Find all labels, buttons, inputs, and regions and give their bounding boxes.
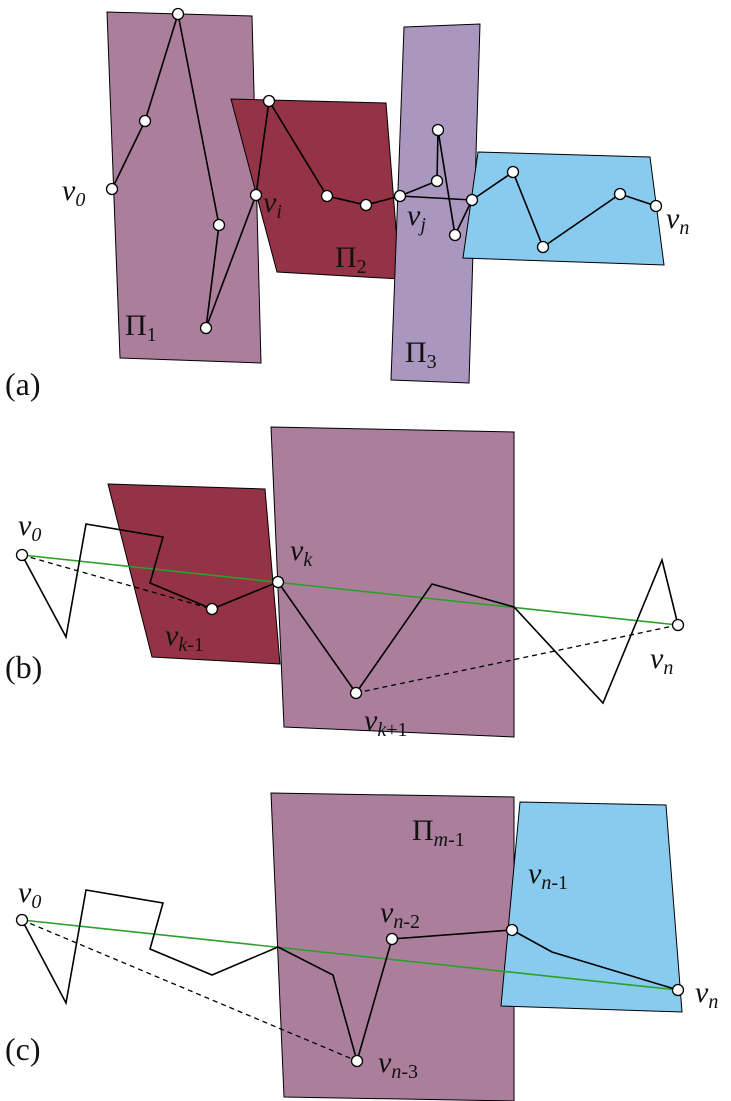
nodes-c: [15, 913, 685, 1068]
vertex: [536, 240, 550, 254]
vertex: [199, 321, 213, 335]
label-vnm2: vn-2: [380, 896, 420, 933]
label-pi2: Π2: [335, 241, 367, 278]
chain-a-part2: [399, 195, 473, 201]
dashed-v0-vnm3: [21, 919, 358, 1062]
vertex: [448, 228, 462, 242]
vertex: [320, 189, 334, 203]
diagram-b: v0 vk vk-1 vk+1 vn (b): [5, 426, 685, 741]
vertex-vkm1: [205, 602, 219, 616]
label-vnm1: vn-1: [528, 857, 568, 894]
label-vnm3: vn-3: [378, 1046, 418, 1083]
label-vn: vn: [666, 202, 689, 239]
panel-label-a: (a): [5, 366, 41, 402]
vertex: [431, 123, 445, 137]
vertex: [430, 174, 444, 188]
label-vk: vk: [290, 534, 313, 571]
panel-label-c: (c): [5, 1031, 41, 1067]
label-vkm1: vk-1: [165, 619, 204, 656]
vertex-v0: [105, 182, 119, 196]
region-pi3: [390, 23, 481, 384]
chain-a-part1: [111, 13, 657, 329]
vertex-vi: [249, 188, 263, 202]
label-pi1: Π1: [125, 309, 157, 346]
label-pi3: Π3: [405, 336, 437, 373]
label-pi-m-1: Πm-1: [412, 814, 465, 851]
vertex-vnm2: [385, 932, 399, 946]
label-v0: v0: [18, 876, 41, 913]
region-pi-m-1: [270, 792, 515, 1101]
vertex: [506, 165, 520, 179]
nodes-b: [15, 548, 685, 700]
vertex-v0: [15, 913, 29, 927]
label-vi: vi: [263, 186, 282, 223]
diagram-a: v0 vi vj vn Π1 Π2 Π3 (a): [5, 7, 689, 402]
label-vn: vn: [650, 642, 673, 679]
region-blue-c: [500, 801, 683, 1013]
vertex-vn: [649, 199, 663, 213]
vertex: [359, 198, 373, 212]
region-pi1: [106, 11, 262, 364]
vertex-vn: [671, 983, 685, 997]
vertex: [262, 94, 276, 108]
vertex: [212, 218, 226, 232]
label-v0: v0: [18, 509, 41, 546]
vertex-v0: [15, 548, 29, 562]
vertex: [171, 7, 185, 21]
label-vj: vj: [407, 199, 426, 236]
vertex-vj: [393, 189, 407, 203]
region-blue: [462, 151, 665, 266]
vertex-vn: [671, 618, 685, 632]
vertex: [613, 187, 627, 201]
segment-v0-vn-c: [21, 919, 679, 991]
label-vn: vn: [695, 976, 718, 1013]
vertex-vnm1: [505, 923, 519, 937]
region-mauve-b: [270, 426, 515, 738]
segment-v0-vn-b: [21, 554, 679, 626]
dashed-vkp1-vn: [355, 624, 679, 694]
dashed-v0-vkm1: [21, 554, 213, 610]
label-v0: v0: [62, 174, 85, 211]
vertex: [465, 193, 479, 207]
diagram-c: v0 Πm-1 vn-2 vn-1 vn-3 vn (c): [5, 792, 718, 1101]
nodes-a: [105, 7, 663, 335]
vertex-vnm3: [350, 1054, 364, 1068]
panel-label-b: (b): [5, 649, 42, 685]
vertex-vkp1: [349, 686, 363, 700]
vertex-vk: [271, 575, 285, 589]
vertex: [138, 114, 152, 128]
label-vkp1: vk+1: [364, 704, 408, 741]
